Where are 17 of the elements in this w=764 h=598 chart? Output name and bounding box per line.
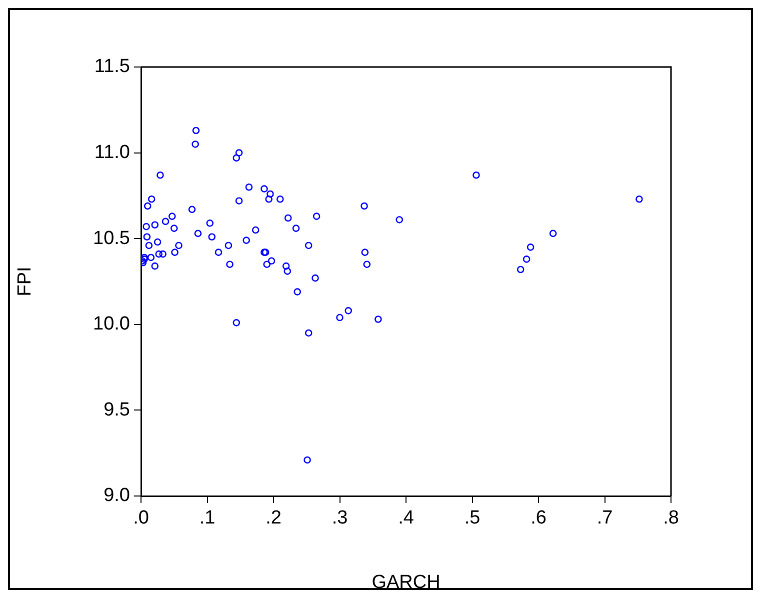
x-tick-label: .2 — [266, 508, 282, 529]
y-tick-label: 9.5 — [104, 399, 130, 420]
y-tick-label: 10.0 — [93, 314, 130, 335]
x-tick-label: .5 — [464, 508, 480, 529]
x-tick-label: .4 — [398, 508, 414, 529]
x-tick-label: .0 — [133, 508, 149, 529]
y-tick-label: 11.5 — [94, 56, 130, 78]
x-tick-label: .7 — [596, 508, 613, 529]
x-tick-label: .1 — [199, 508, 216, 529]
x-axis-title: GARCH — [372, 572, 440, 593]
y-tick-label: 9.0 — [104, 485, 130, 506]
y-tick-label: 10.5 — [93, 228, 130, 249]
x-tick-label: .8 — [663, 508, 679, 529]
x-tick-label: .6 — [530, 508, 546, 529]
y-axis-title: FPI — [14, 266, 36, 296]
x-tick-label: .3 — [332, 508, 348, 529]
y-tick-label: 11.0 — [94, 142, 130, 164]
